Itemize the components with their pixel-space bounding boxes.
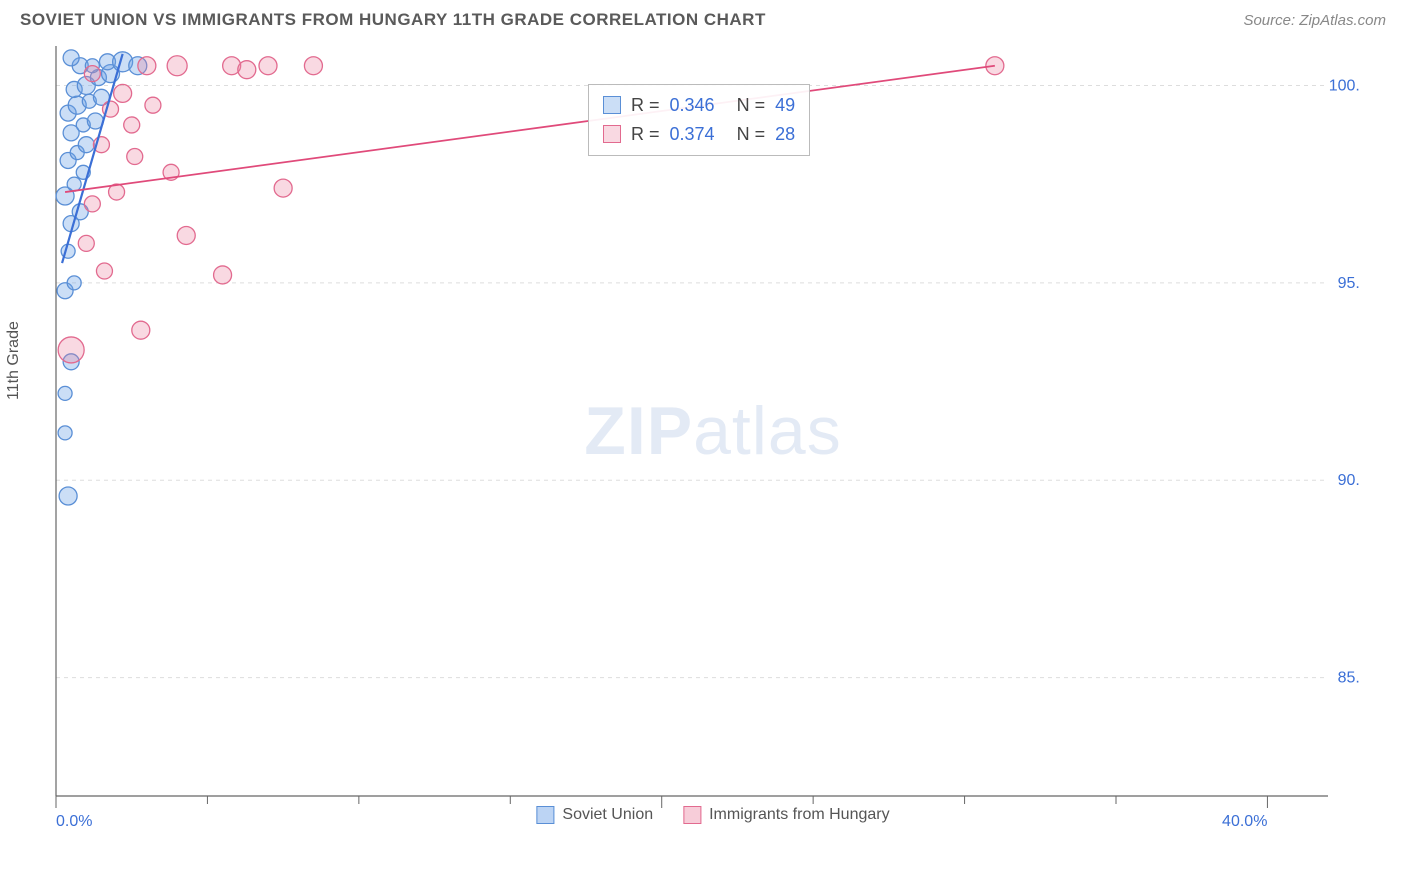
stats-row-hungary: R =0.374N =28: [603, 120, 795, 149]
svg-text:40.0%: 40.0%: [1222, 813, 1267, 826]
stats-row-soviet: R =0.346N =49: [603, 91, 795, 120]
chart-title: SOVIET UNION VS IMMIGRANTS FROM HUNGARY …: [20, 10, 766, 30]
chart-container: 11th Grade 85.0%90.0%95.0%100.0%0.0%40.0…: [20, 36, 1406, 826]
stats-legend-box: R =0.346N =49R =0.374N =28: [588, 84, 810, 156]
svg-text:95.0%: 95.0%: [1338, 275, 1360, 292]
svg-text:85.0%: 85.0%: [1338, 670, 1360, 687]
source-label: Source: ZipAtlas.com: [1243, 12, 1386, 29]
y-axis-label: 11th Grade: [5, 321, 23, 400]
svg-text:90.0%: 90.0%: [1338, 472, 1360, 489]
series-legend: Soviet Union Immigrants from Hungary: [536, 806, 889, 824]
legend-item: Soviet Union: [536, 806, 653, 824]
svg-text:100.0%: 100.0%: [1329, 77, 1360, 94]
svg-text:0.0%: 0.0%: [56, 813, 92, 826]
legend-item: Immigrants from Hungary: [683, 806, 890, 824]
